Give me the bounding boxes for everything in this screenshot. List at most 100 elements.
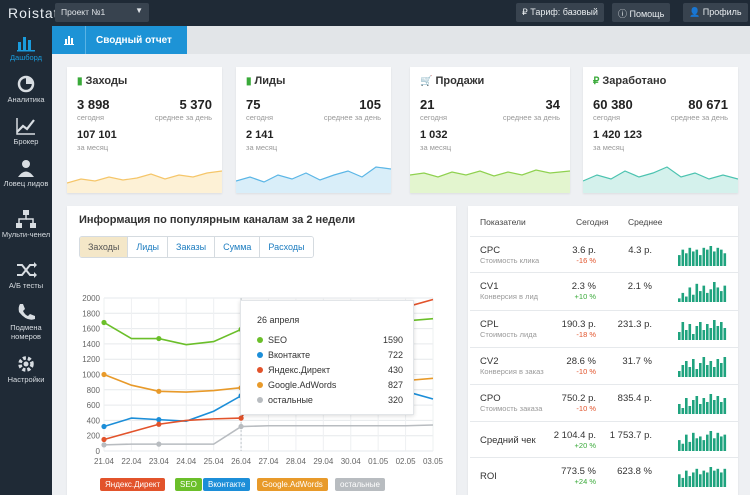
y-tick-label: 1000 <box>82 371 100 380</box>
kpi-month-label: за месяц <box>593 143 625 152</box>
sidebar-item-label: Брокер <box>13 137 39 146</box>
pie-chart-icon <box>17 75 35 93</box>
minibar <box>723 328 727 340</box>
minibar <box>695 438 699 451</box>
series-point <box>156 417 162 423</box>
sidebar-item-dashboard[interactable]: Дашборд <box>0 32 52 63</box>
legend-dot <box>257 367 263 373</box>
kpi-sparkline <box>583 166 738 193</box>
series-point <box>101 371 107 378</box>
minibar <box>720 363 723 377</box>
kpi-month: 1 032 <box>420 129 448 141</box>
report-tab-icon-button[interactable] <box>52 26 86 54</box>
minibar <box>678 371 681 377</box>
minibar <box>709 289 713 302</box>
table-row[interactable]: CPL Стоимость лида 190.3 р. -18 % 231.3 р. <box>470 310 738 347</box>
trend-line-icon <box>16 118 35 135</box>
tariff-button[interactable]: ₽ Тариф: базовый <box>516 3 604 22</box>
metric-name: CV2 <box>480 356 499 367</box>
x-tick-label: 03.05 <box>423 457 444 466</box>
table-row[interactable]: CPO Стоимость заказа 750.2 р. -10 % 835.4 р. <box>470 384 738 421</box>
minibar <box>678 404 681 414</box>
chart-icon: ▮ <box>77 76 83 87</box>
kpi-avg-label: среднее за день <box>502 113 560 122</box>
page-title[interactable]: Сводный отчет <box>86 26 187 54</box>
sidebar-item-label: Ловец лидов <box>3 179 49 188</box>
legend-dot <box>257 382 263 388</box>
y-tick-label: 1200 <box>82 355 100 364</box>
tab-visits[interactable]: Заходы <box>80 237 129 257</box>
sidebar-item-label: Дашборд <box>9 53 43 62</box>
minibar <box>702 440 706 451</box>
sidebar-item-broker[interactable]: Брокер <box>0 116 52 147</box>
person-icon <box>18 160 34 177</box>
y-tick-label: 400 <box>87 416 101 425</box>
table-row[interactable]: CV2 Конверсия в заказ 28.6 % -10 % 31.7 % <box>470 347 738 384</box>
table-row[interactable]: ROI 773.5 % +24 % 623.8 % <box>470 457 738 494</box>
metric-minibar-chart <box>678 357 727 377</box>
minibar <box>695 369 699 377</box>
tab-sum[interactable]: Сумма <box>215 237 261 257</box>
metric-name: CV1 <box>480 281 499 292</box>
minibar <box>713 400 716 414</box>
minibar <box>702 247 706 266</box>
minibar <box>723 253 727 266</box>
chevron-down-icon: ▼ <box>135 6 143 15</box>
minibar <box>723 468 727 487</box>
minibar <box>702 357 706 377</box>
legend-dot <box>257 337 263 343</box>
profile-button[interactable]: 👤 Профиль <box>683 3 748 22</box>
minibar <box>678 255 681 266</box>
kpi-today-label: сегодня <box>246 113 274 122</box>
legend-others[interactable]: остальные <box>335 478 385 491</box>
legend-vk[interactable]: Вконтакте <box>203 478 251 491</box>
tab-leads[interactable]: Лиды <box>128 237 169 257</box>
legend-seo[interactable]: SEO <box>175 478 202 491</box>
shuffle-icon <box>17 262 37 278</box>
user-icon: 👤 <box>689 7 703 17</box>
sidebar-item-ab-tests[interactable]: А/Б тесты <box>0 260 52 291</box>
channels-tabs: Заходы Лиды Заказы Сумма Расходы <box>79 236 314 258</box>
minibar <box>720 402 723 414</box>
table-row[interactable]: CPC Стоимость клика 3.6 р. -16 % 4.3 р. <box>470 236 738 273</box>
channels-title: Информация по популярным каналам за 2 не… <box>79 214 356 226</box>
table-row[interactable]: Средний чек 2 104.4 р. +20 % 1 753.7 р. <box>470 421 738 458</box>
minibar <box>716 396 720 414</box>
minibar <box>688 247 692 266</box>
kpi-avg: 34 <box>545 97 560 112</box>
minibar <box>709 431 713 451</box>
metric-avg: 2.1 % <box>627 281 652 292</box>
tooltip-row: остальные 320 <box>257 395 403 405</box>
minibar <box>699 255 702 266</box>
minibar <box>692 472 695 487</box>
legend-dot <box>257 397 263 403</box>
tooltip-date: 26 апреля <box>257 315 300 325</box>
sidebar-item-leads-catcher[interactable]: Ловец лидов <box>0 158 52 189</box>
sidebar-item-number-substitution[interactable]: Подмена номеров <box>0 302 52 341</box>
minibar <box>723 398 727 414</box>
sidebar-item-multichannel[interactable]: Мульти-ченел <box>0 209 52 240</box>
logo: Roistat <box>8 5 59 21</box>
kpi-sparkline <box>236 166 391 193</box>
ruble-icon: ₽ <box>593 76 600 87</box>
bar-chart-icon <box>17 37 35 52</box>
minibar <box>716 432 720 451</box>
project-select[interactable]: Проект №1 ▼ <box>55 3 149 22</box>
tab-orders[interactable]: Заказы <box>168 237 216 257</box>
legend-yandex[interactable]: Яндекс.Директ <box>100 478 166 491</box>
kpi-avg-label: среднее за день <box>154 113 212 122</box>
tariff-label: Тариф: базовый <box>530 7 598 17</box>
tab-expenses[interactable]: Расходы <box>260 237 313 257</box>
help-button[interactable]: ⓘ Помощь <box>612 3 671 22</box>
kpi-avg: 105 <box>359 97 381 112</box>
kpi-title: ▮ Лиды <box>246 75 286 87</box>
table-row[interactable]: CV1 Конверсия в лид 2.3 % +10 % 2.1 % <box>470 272 738 309</box>
series-point <box>101 442 107 448</box>
kpi-today-label: сегодня <box>593 113 621 122</box>
sidebar-item-analytics[interactable]: Аналитика <box>0 74 52 105</box>
legend-google[interactable]: Google.AdWords <box>257 478 328 491</box>
kpi-today: 21 <box>420 97 435 112</box>
sidebar-item-settings[interactable]: Настройки <box>0 354 52 385</box>
metric-sub: Стоимость заказа <box>480 404 543 413</box>
minibar <box>681 477 685 487</box>
